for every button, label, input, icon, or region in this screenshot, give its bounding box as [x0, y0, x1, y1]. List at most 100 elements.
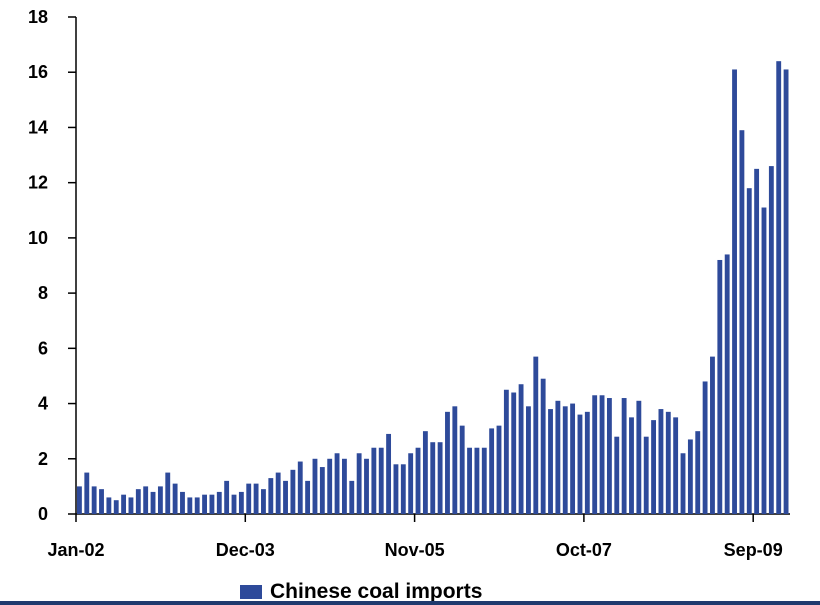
- bar: [216, 491, 222, 514]
- y-tick-label: 10: [28, 228, 48, 248]
- bar: [356, 453, 362, 514]
- bar: [106, 497, 112, 514]
- bar: [393, 464, 399, 514]
- y-tick-label: 6: [38, 338, 48, 358]
- bar: [157, 486, 163, 514]
- bar: [371, 447, 377, 514]
- bar: [673, 417, 679, 514]
- bottom-rule: [0, 601, 820, 605]
- bar: [606, 398, 612, 514]
- bar: [415, 447, 421, 514]
- bar: [629, 417, 634, 514]
- bar: [680, 453, 686, 514]
- bar: [224, 480, 230, 514]
- bar: [548, 409, 553, 514]
- bar: [261, 489, 266, 514]
- y-tick-label: 14: [28, 117, 48, 137]
- bar: [467, 447, 472, 514]
- y-tick-label: 12: [28, 173, 48, 193]
- bar: [459, 425, 465, 514]
- x-tick-label: Jan-02: [47, 540, 104, 560]
- bar: [437, 442, 443, 514]
- bar: [555, 400, 561, 514]
- bar: [209, 494, 215, 514]
- bar: [187, 497, 193, 514]
- bar: [400, 464, 406, 514]
- bar: [99, 489, 104, 514]
- bar: [562, 406, 568, 514]
- bar: [768, 166, 774, 514]
- bar: [474, 447, 480, 514]
- bar-chart: 0 2 4 6 8 10 12 14 16 18 Jan-02 Dec-03 Nov-05 Oct-07…: [28, 7, 790, 560]
- bar: [739, 130, 745, 514]
- bar: [165, 472, 171, 514]
- y-axis: 0 2 4 6 8 10 12 14 16 18: [28, 7, 77, 524]
- bar: [746, 188, 752, 514]
- bar: [253, 483, 259, 514]
- bar: [334, 453, 340, 514]
- bars: [77, 61, 789, 515]
- bar: [621, 398, 627, 514]
- bar: [614, 436, 620, 514]
- bar: [172, 483, 178, 514]
- bar: [290, 469, 296, 514]
- bar: [422, 431, 428, 514]
- y-tick-label: 2: [38, 449, 48, 469]
- bar: [121, 494, 127, 514]
- x-axis: Jan-02 Dec-03 Nov-05 Oct-07 Sep-09: [47, 513, 790, 560]
- bar: [275, 472, 281, 514]
- bar: [341, 458, 347, 514]
- bar: [570, 403, 576, 514]
- bar: [319, 467, 325, 514]
- bar: [687, 439, 693, 514]
- bar: [386, 433, 392, 514]
- y-tick-label: 16: [28, 62, 48, 82]
- y-tick-label: 18: [28, 7, 48, 27]
- bar: [695, 431, 701, 514]
- bar: [202, 494, 207, 514]
- bar: [135, 489, 141, 514]
- bar: [702, 381, 708, 514]
- bar: [268, 478, 274, 514]
- bar: [283, 480, 288, 514]
- bar: [305, 480, 311, 514]
- bar: [180, 491, 185, 514]
- bar: [665, 411, 671, 514]
- x-tick-label: Nov-05: [385, 540, 445, 560]
- bar: [143, 486, 149, 514]
- bar: [489, 428, 495, 514]
- bar: [503, 389, 509, 514]
- bar: [349, 480, 355, 514]
- bar: [599, 395, 605, 514]
- bar: [364, 458, 369, 514]
- bar: [452, 406, 458, 514]
- y-tick-label: 8: [38, 283, 48, 303]
- x-tick-label: Oct-07: [556, 540, 612, 560]
- bar: [238, 491, 244, 514]
- bar: [327, 458, 333, 514]
- bar: [445, 411, 450, 514]
- bar: [496, 425, 502, 514]
- bar: [150, 491, 156, 514]
- bar: [710, 356, 715, 514]
- bar: [592, 395, 598, 514]
- x-tick-label: Sep-09: [724, 540, 783, 560]
- legend-label: Chinese coal imports: [270, 580, 483, 603]
- bar: [518, 384, 524, 514]
- bar: [761, 207, 767, 514]
- bar: [724, 254, 730, 514]
- bar: [651, 420, 657, 514]
- bar: [643, 436, 649, 514]
- y-tick-label: 4: [38, 394, 48, 414]
- bar: [246, 483, 252, 514]
- bar: [77, 486, 82, 514]
- bar: [540, 378, 546, 514]
- bar: [297, 461, 303, 514]
- legend: Chinese coal imports: [240, 580, 482, 604]
- bar: [658, 409, 664, 514]
- bar: [128, 497, 134, 514]
- bar: [584, 411, 590, 514]
- legend-swatch: [240, 585, 262, 599]
- bar: [636, 400, 642, 514]
- bar: [783, 69, 789, 514]
